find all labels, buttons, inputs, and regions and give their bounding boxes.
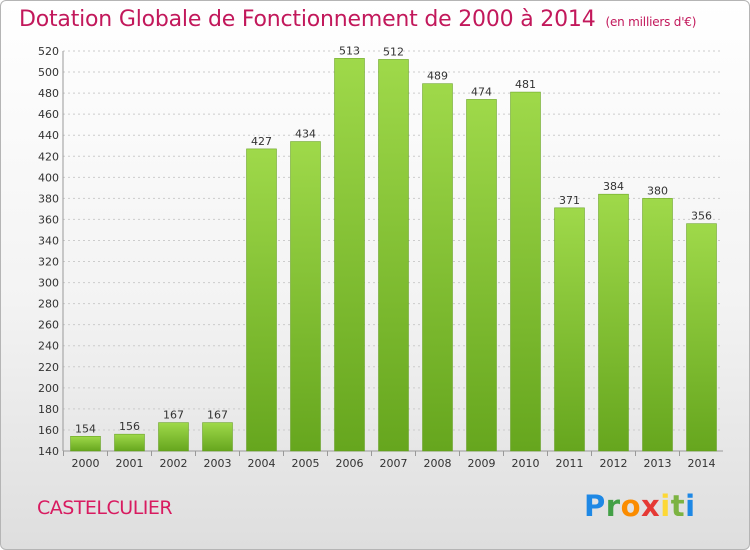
y-tick-label: 500 <box>38 66 59 79</box>
bar-2014 <box>686 223 717 452</box>
bar-2008 <box>422 83 453 452</box>
chart-subtitle: (en milliers d'€) <box>605 15 697 29</box>
value-label-2011: 371 <box>559 194 580 207</box>
bar-2004 <box>246 148 277 452</box>
bar-2007 <box>378 59 409 452</box>
value-label-2000: 154 <box>75 422 96 435</box>
chart-title: Dotation Globale de Fonctionnement de 20… <box>19 7 697 32</box>
bar-2009 <box>466 99 497 452</box>
bar-2013 <box>642 198 673 452</box>
x-tick-label-2004: 2004 <box>248 457 276 470</box>
y-tick-label: 420 <box>38 150 59 163</box>
y-tick-label: 320 <box>38 256 59 269</box>
y-tick-label: 280 <box>38 298 59 311</box>
y-tick-label: 380 <box>38 192 59 205</box>
bar-2002 <box>158 422 189 452</box>
value-label-2014: 356 <box>691 210 712 223</box>
bar-2012 <box>598 193 629 452</box>
x-tick-label-2000: 2000 <box>72 457 100 470</box>
y-tick-label: 160 <box>38 424 59 437</box>
value-label-2008: 489 <box>427 70 448 83</box>
value-label-2003: 167 <box>207 409 228 422</box>
y-tick-label: 440 <box>38 129 59 142</box>
value-label-2004: 427 <box>251 135 272 148</box>
value-label-2007: 512 <box>383 45 404 58</box>
bar-2011 <box>554 207 585 452</box>
y-tick-label: 460 <box>38 108 59 121</box>
value-label-2012: 384 <box>603 180 624 193</box>
x-tick-label-2003: 2003 <box>204 457 232 470</box>
bar-2001 <box>114 433 145 452</box>
y-tick-label: 480 <box>38 87 59 100</box>
x-tick-label-2011: 2011 <box>556 457 584 470</box>
y-tick-label: 140 <box>38 445 59 458</box>
y-tick-label: 240 <box>38 340 59 353</box>
value-label-2005: 434 <box>295 128 316 141</box>
x-tick-label-2008: 2008 <box>424 457 452 470</box>
bar-2000 <box>70 436 101 452</box>
value-label-2009: 474 <box>471 85 492 98</box>
value-label-2001: 156 <box>119 420 140 433</box>
x-tick-label-2006: 2006 <box>336 457 364 470</box>
x-tick-label-2013: 2013 <box>644 457 672 470</box>
bar-2003 <box>202 422 233 452</box>
y-tick-label: 340 <box>38 234 59 247</box>
value-label-2010: 481 <box>515 78 536 91</box>
y-tick-label: 300 <box>38 277 59 290</box>
value-label-2013: 380 <box>647 184 668 197</box>
y-tick-label: 180 <box>38 403 59 416</box>
value-label-2006: 513 <box>339 44 360 57</box>
x-tick-label-2007: 2007 <box>380 457 408 470</box>
commune-name: CASTELCULIER <box>37 497 173 519</box>
y-tick-label: 260 <box>38 319 59 332</box>
proxiti-logo: Proxiti <box>584 489 696 523</box>
x-tick-label-2009: 2009 <box>468 457 496 470</box>
bar-2005 <box>290 141 321 452</box>
y-tick-label: 520 <box>38 45 59 58</box>
bar-2006 <box>334 58 365 452</box>
x-tick-label-2002: 2002 <box>160 457 188 470</box>
bar-2010 <box>510 91 541 452</box>
y-tick-label: 220 <box>38 361 59 374</box>
x-tick-label-2010: 2010 <box>512 457 540 470</box>
y-tick-label: 200 <box>38 382 59 395</box>
x-tick-label-2001: 2001 <box>116 457 144 470</box>
x-tick-label-2005: 2005 <box>292 457 320 470</box>
value-label-2002: 167 <box>163 409 184 422</box>
y-tick-label: 400 <box>38 171 59 184</box>
y-tick-label: 360 <box>38 213 59 226</box>
x-tick-label-2014: 2014 <box>688 457 716 470</box>
x-tick-label-2012: 2012 <box>600 457 628 470</box>
